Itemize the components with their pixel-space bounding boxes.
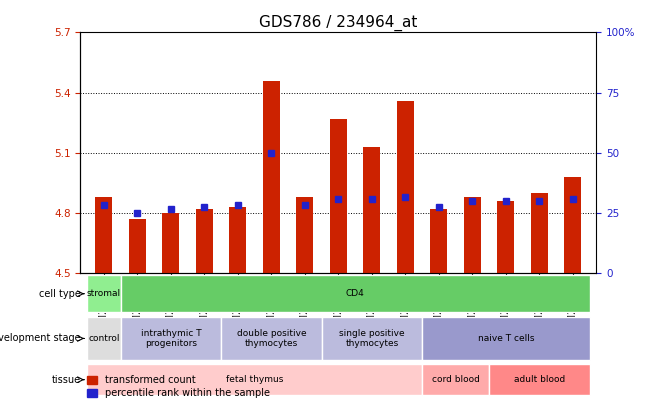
Text: CD4: CD4 <box>346 289 364 298</box>
FancyBboxPatch shape <box>221 317 322 360</box>
FancyBboxPatch shape <box>87 317 121 360</box>
FancyBboxPatch shape <box>87 364 422 395</box>
FancyBboxPatch shape <box>121 275 590 312</box>
Text: development stage: development stage <box>0 333 81 343</box>
FancyBboxPatch shape <box>422 364 489 395</box>
Bar <box>497 201 515 273</box>
FancyBboxPatch shape <box>489 364 590 395</box>
Bar <box>129 219 146 273</box>
Legend: transformed count, percentile rank within the sample: transformed count, percentile rank withi… <box>85 373 271 400</box>
Bar <box>531 193 548 273</box>
Bar <box>397 100 414 273</box>
Bar <box>464 197 481 273</box>
FancyBboxPatch shape <box>322 317 422 360</box>
Bar <box>229 207 247 273</box>
FancyBboxPatch shape <box>422 317 590 360</box>
Bar <box>431 209 448 273</box>
Bar <box>263 81 280 273</box>
Bar <box>564 177 582 273</box>
Text: naive T cells: naive T cells <box>478 334 534 343</box>
Bar <box>364 147 381 273</box>
Text: fetal thymus: fetal thymus <box>226 375 283 384</box>
Bar <box>162 213 180 273</box>
Text: double positive
thymocytes: double positive thymocytes <box>237 329 306 348</box>
Bar <box>196 209 213 273</box>
Bar <box>330 119 347 273</box>
Text: cord blood: cord blood <box>431 375 480 384</box>
Text: single positive
thymocytes: single positive thymocytes <box>339 329 405 348</box>
Bar <box>297 197 314 273</box>
Bar <box>95 197 112 273</box>
Text: tissue: tissue <box>52 375 81 385</box>
Title: GDS786 / 234964_at: GDS786 / 234964_at <box>259 15 417 31</box>
Text: intrathymic T
progenitors: intrathymic T progenitors <box>141 329 201 348</box>
Text: control: control <box>88 334 120 343</box>
Text: cell type: cell type <box>39 289 81 299</box>
Text: adult blood: adult blood <box>514 375 565 384</box>
FancyBboxPatch shape <box>121 317 221 360</box>
Text: stromal: stromal <box>87 289 121 298</box>
FancyBboxPatch shape <box>87 275 121 312</box>
